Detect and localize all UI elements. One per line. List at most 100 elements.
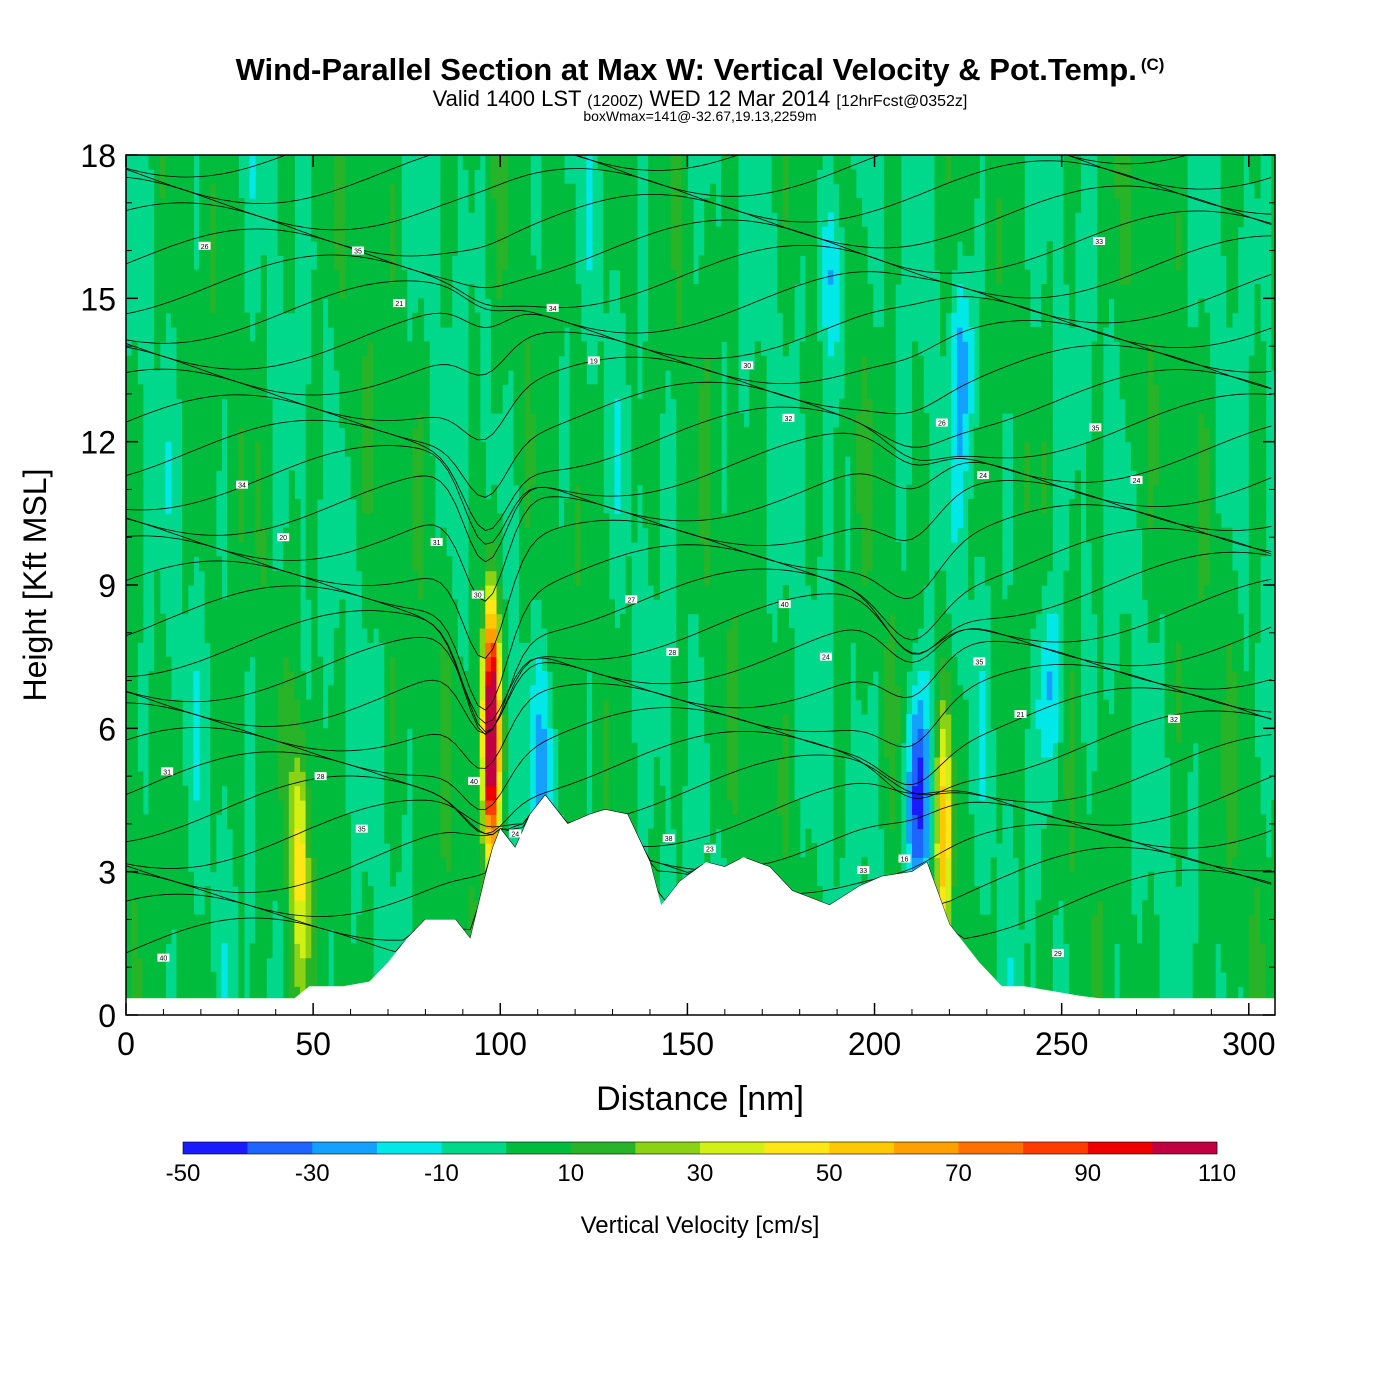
velocity-cell xyxy=(389,742,397,758)
velocity-cell xyxy=(159,226,166,242)
velocity-cell xyxy=(490,284,498,299)
velocity-cell xyxy=(810,499,818,514)
velocity-cell xyxy=(766,814,773,830)
velocity-cell xyxy=(322,269,329,285)
velocity-cell xyxy=(670,327,677,342)
velocity-cell xyxy=(249,628,256,643)
velocity-cell xyxy=(199,542,206,557)
velocity-cell xyxy=(558,542,565,557)
velocity-cell xyxy=(277,628,284,643)
velocity-cell xyxy=(260,843,267,858)
velocity-cell xyxy=(328,255,335,271)
velocity-cell xyxy=(373,370,380,385)
velocity-cell xyxy=(737,542,745,557)
velocity-cell xyxy=(384,370,391,385)
velocity-cell xyxy=(535,570,542,586)
velocity-cell xyxy=(412,628,419,643)
velocity-cell xyxy=(709,456,717,471)
velocity-cell xyxy=(754,542,761,557)
velocity-cell xyxy=(597,642,604,658)
velocity-cell xyxy=(681,728,688,744)
velocity-cell xyxy=(221,699,228,715)
velocity-cell xyxy=(333,241,340,256)
velocity-cell xyxy=(732,556,739,572)
velocity-cell xyxy=(524,198,531,213)
velocity-cell xyxy=(496,785,503,801)
velocity-cell xyxy=(131,814,138,830)
velocity-cell xyxy=(715,771,722,787)
velocity-cell xyxy=(468,628,475,643)
velocity-cell xyxy=(614,785,621,801)
velocity-cell xyxy=(154,212,161,228)
velocity-cell xyxy=(715,370,722,385)
velocity-cell xyxy=(541,728,548,744)
velocity-cell xyxy=(126,771,133,787)
velocity-cell xyxy=(535,370,542,385)
velocity-cell xyxy=(384,556,391,572)
velocity-cell xyxy=(782,226,789,242)
velocity-cell xyxy=(238,198,245,213)
velocity-cell xyxy=(715,556,722,572)
velocity-cell xyxy=(782,212,789,228)
velocity-cell xyxy=(440,628,447,643)
velocity-cell xyxy=(721,570,728,586)
velocity-cell xyxy=(760,814,767,830)
velocity-cell xyxy=(215,771,222,787)
velocity-cell xyxy=(805,484,812,500)
velocity-cell xyxy=(249,413,256,428)
velocity-cell xyxy=(749,814,756,830)
velocity-cell xyxy=(367,255,374,271)
velocity-cell xyxy=(148,671,155,686)
velocity-cell xyxy=(670,671,677,686)
velocity-cell xyxy=(159,685,166,701)
velocity-cell xyxy=(384,599,391,615)
velocity-cell xyxy=(232,728,239,744)
velocity-cell xyxy=(749,742,756,758)
velocity-cell xyxy=(131,714,138,729)
velocity-cell xyxy=(490,785,498,801)
velocity-cell xyxy=(535,542,542,557)
velocity-cell xyxy=(490,341,498,357)
velocity-cell xyxy=(676,585,683,600)
velocity-cell xyxy=(378,341,385,357)
velocity-cell xyxy=(552,155,559,170)
velocity-cell xyxy=(693,542,700,557)
velocity-cell xyxy=(154,771,161,787)
velocity-cell xyxy=(737,642,745,658)
velocity-cell xyxy=(367,427,374,443)
velocity-cell xyxy=(221,728,228,744)
velocity-cell xyxy=(676,871,683,887)
velocity-cell xyxy=(215,441,222,457)
velocity-cell xyxy=(530,570,537,586)
velocity-cell xyxy=(406,599,413,615)
velocity-cell xyxy=(339,671,346,686)
velocity-cell xyxy=(243,656,251,672)
velocity-cell xyxy=(541,241,548,256)
velocity-cell xyxy=(232,413,239,428)
velocity-cell xyxy=(283,269,290,285)
velocity-cell xyxy=(417,685,425,701)
velocity-cell xyxy=(210,656,217,672)
velocity-cell xyxy=(569,656,576,672)
velocity-cell xyxy=(592,456,599,471)
velocity-cell xyxy=(311,699,318,715)
velocity-cell xyxy=(457,771,464,787)
velocity-cell xyxy=(260,327,267,342)
velocity-cell xyxy=(586,226,593,242)
velocity-cell xyxy=(434,613,441,629)
velocity-cell xyxy=(743,570,750,586)
velocity-cell xyxy=(698,499,705,514)
velocity-cell xyxy=(148,900,155,916)
velocity-cell xyxy=(446,556,453,572)
velocity-cell xyxy=(277,900,284,916)
velocity-cell xyxy=(446,728,453,744)
velocity-cell xyxy=(401,785,408,801)
velocity-cell xyxy=(165,241,172,256)
velocity-cell xyxy=(283,685,290,701)
velocity-cell xyxy=(507,212,514,228)
velocity-cell xyxy=(457,699,464,715)
velocity-cell xyxy=(625,685,632,701)
velocity-cell xyxy=(782,699,789,715)
velocity-cell xyxy=(243,312,251,328)
velocity-cell xyxy=(592,570,599,586)
